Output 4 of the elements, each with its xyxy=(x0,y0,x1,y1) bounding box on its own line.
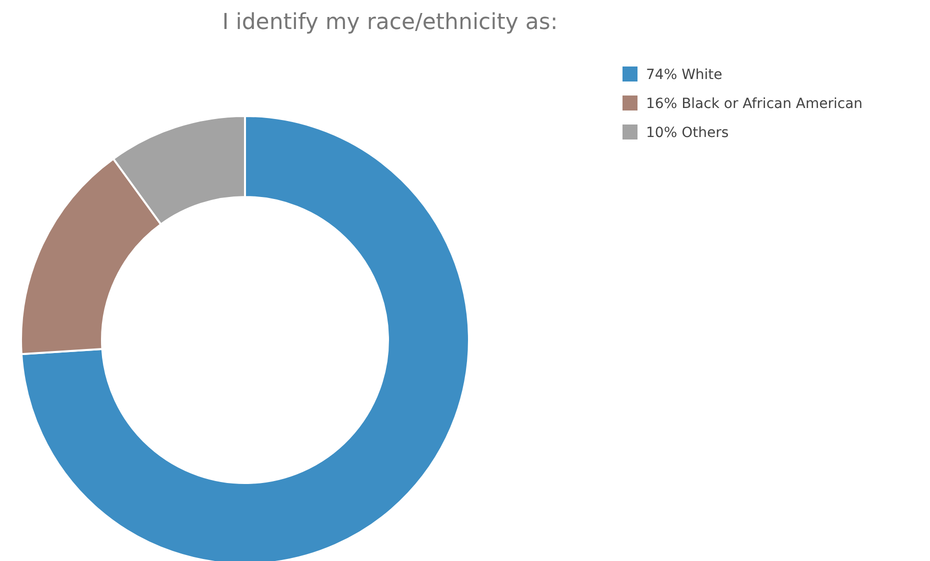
legend-label: 10% Others xyxy=(646,125,729,141)
chart-title: I identify my race/ethnicity as: xyxy=(221,10,559,35)
legend-label: 74% White xyxy=(646,67,722,83)
legend-label: 16% Black or African American xyxy=(646,96,863,112)
